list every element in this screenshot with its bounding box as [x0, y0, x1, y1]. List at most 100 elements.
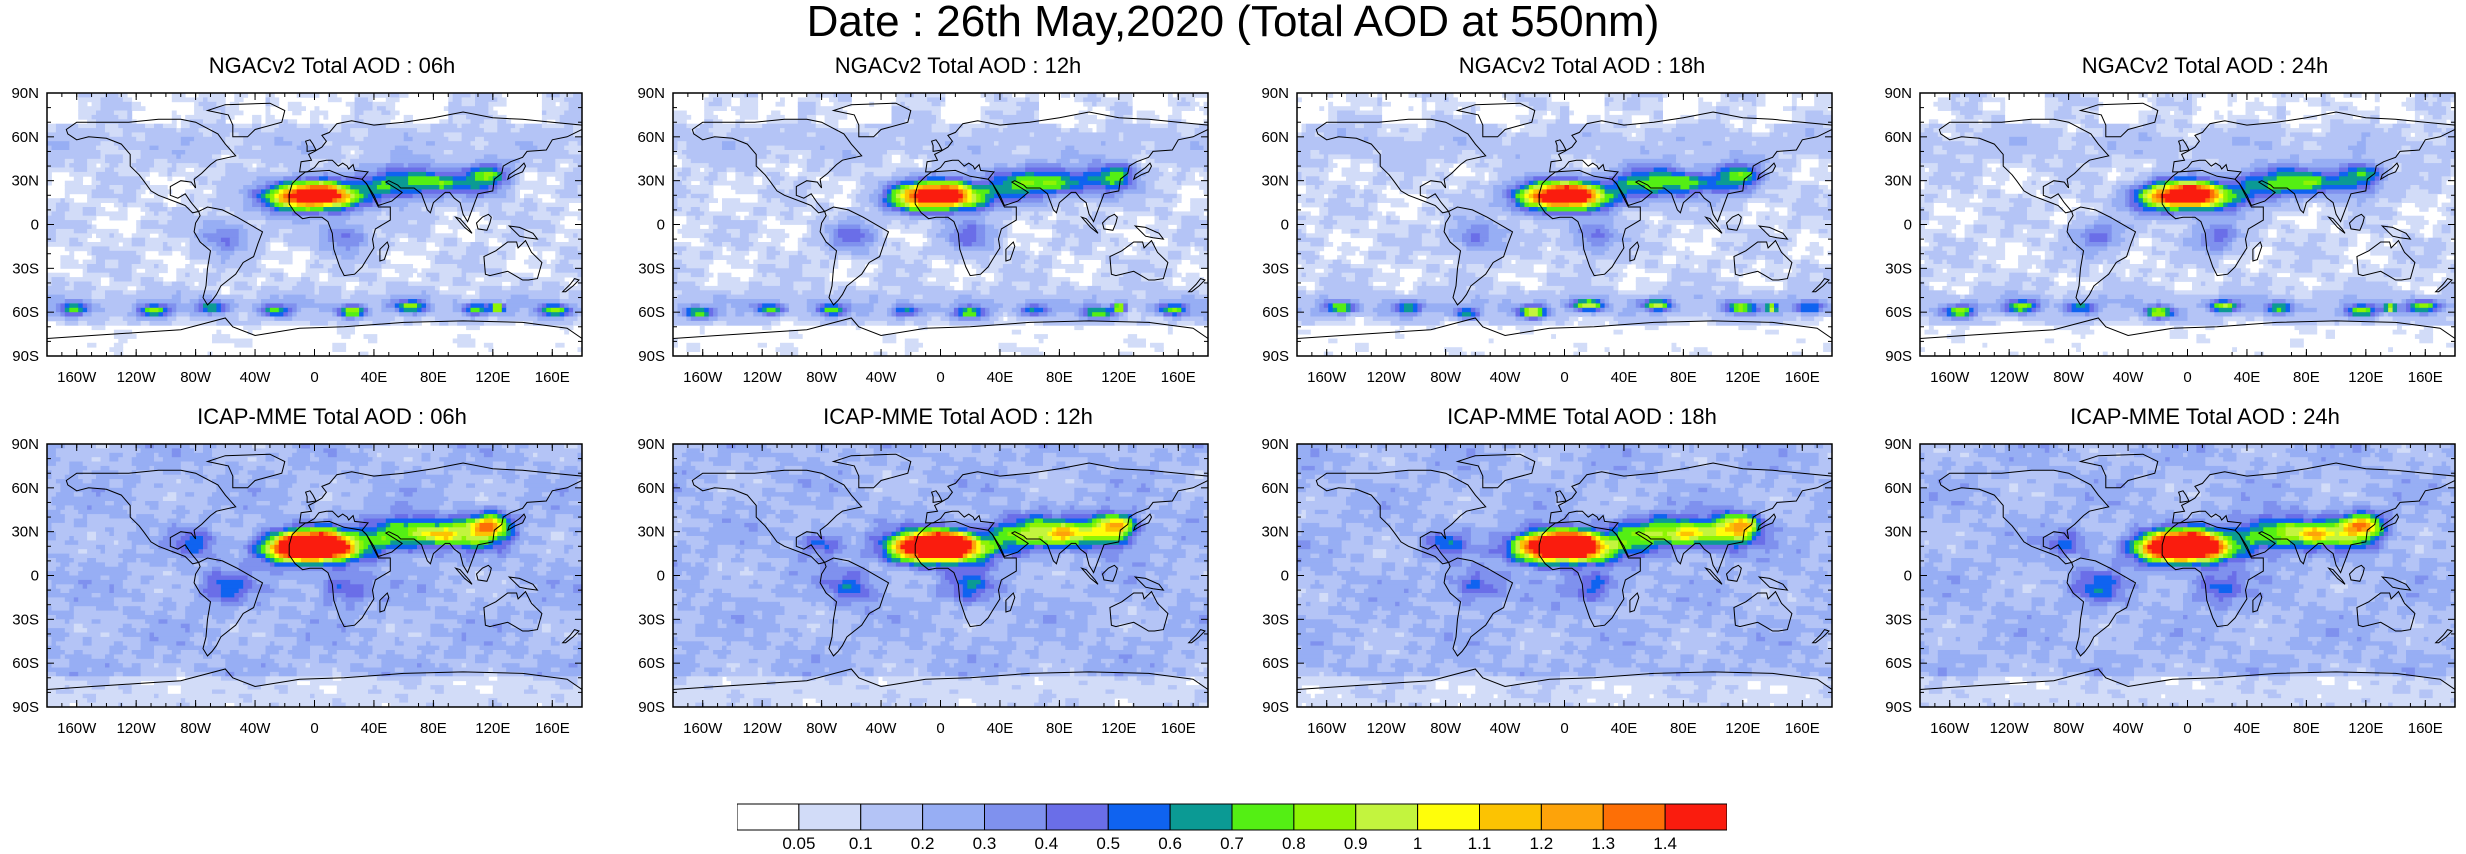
aod-colorbar: 0.05 0.1 0.2 0.3 0.4 0.5 0.6 0.7 0.8 0.9 1 1.1 1.2 1.… — [737, 803, 1727, 851]
lon-tick-label: 0 — [310, 720, 318, 737]
coastline-uk — [2177, 139, 2190, 152]
colorbar-swatch — [1293, 803, 1357, 831]
coastline-mad — [379, 241, 390, 262]
coastline-uk — [304, 490, 317, 503]
lat-tick-label: 90N — [11, 436, 39, 453]
coastline-sumatra — [1080, 567, 1099, 585]
world-map: 90N 60N 30N 0 30S 60S 90S 160W 120W 80W 40W 0 40E 80E… — [11, 85, 583, 386]
coastline-jp — [506, 162, 527, 181]
coastline-gr — [831, 102, 912, 138]
colorbar-swatch — [1045, 803, 1109, 831]
coastline-mad — [1629, 592, 1640, 613]
coastline-borneo — [1101, 213, 1118, 231]
colorbar-label: 0.1 — [849, 834, 873, 851]
coastline-uk — [2177, 490, 2190, 503]
lat-tick-label: 30S — [638, 260, 665, 277]
lon-tick-label: 40W — [2113, 720, 2145, 737]
coastline-mad — [1005, 241, 1016, 262]
colorbar-swatch — [1664, 803, 1727, 831]
coastline-jp — [2379, 162, 2400, 181]
colorbar-swatch — [860, 803, 924, 831]
lat-tick-label: 30N — [637, 173, 665, 190]
coastline-ng — [1757, 225, 1789, 240]
lat-tick-label: 30S — [1262, 611, 1289, 628]
coastline-aus — [483, 590, 543, 632]
colorbar-swatch — [984, 803, 1047, 831]
coastline-uk — [1554, 139, 1567, 152]
lon-tick-label: 160E — [1785, 720, 1820, 737]
lat-tick-label: 60S — [1262, 655, 1289, 672]
lon-tick-label: 80W — [806, 720, 838, 737]
lat-tick-label: 60N — [1261, 129, 1289, 146]
coastline-ng — [507, 576, 539, 591]
lat-tick-label: 30S — [638, 611, 665, 628]
lat-tick-label: 30N — [637, 524, 665, 541]
lat-tick-label: 0 — [657, 568, 665, 585]
coastline-gr — [1455, 453, 1536, 489]
lon-tick-label: 0 — [310, 369, 318, 386]
coastline-af — [1538, 520, 1641, 628]
lon-tick-label: 0 — [1560, 720, 1568, 737]
colorbar-label: 0.05 — [782, 834, 815, 851]
lon-tick-label: 40E — [1611, 720, 1638, 737]
coastline-na — [65, 469, 237, 565]
coastline-ng — [507, 225, 539, 240]
panel-title: NGACv2 Total AOD : 12h — [834, 53, 1082, 78]
coastline-eur — [925, 462, 1209, 574]
coastline-nz — [1811, 629, 1830, 644]
coastline-sumatra — [454, 216, 473, 234]
lon-tick-label: 160E — [1161, 720, 1196, 737]
lat-tick-label: 90N — [637, 85, 665, 102]
coastline-af — [2161, 520, 2264, 628]
coastline-mad — [379, 592, 390, 613]
lon-tick-label: 80W — [2053, 369, 2085, 386]
coastline-na — [691, 118, 863, 214]
lat-tick-label: 60N — [1884, 129, 1912, 146]
coastline-borneo — [2348, 213, 2365, 231]
lon-tick-label: 80W — [180, 369, 212, 386]
world-map: 90N 60N 30N 0 30S 60S 90S 160W 120W 80W 40W 0 40E 80E… — [1884, 436, 2456, 737]
coastline-sumatra — [2327, 567, 2346, 585]
coastline-nz — [561, 278, 580, 293]
lon-tick-label: 120E — [475, 369, 510, 386]
coastline-sa — [2066, 206, 2137, 306]
lon-tick-label: 80E — [1046, 369, 1073, 386]
lat-tick-label: 60S — [1885, 304, 1912, 321]
coastline-na — [1315, 469, 1487, 565]
map-panel: NGACv2 Total AOD : 12h 90N 60N 30N 0 30S 60S 90… — [637, 53, 1248, 386]
coastline-nz — [2434, 629, 2453, 644]
lon-tick-label: 40E — [987, 720, 1014, 737]
lat-tick-label: 60N — [11, 480, 39, 497]
lat-tick-label: 90N — [1261, 85, 1289, 102]
coastline-sumatra — [454, 567, 473, 585]
lon-tick-label: 120E — [1101, 369, 1136, 386]
map-panel: NGACv2 Total AOD : 18h 90N 60N 30N 0 30S 60S 90… — [1261, 53, 1872, 386]
coastline-gr — [831, 453, 912, 489]
lon-tick-label: 80E — [1670, 720, 1697, 737]
colorbar-label: 1.4 — [1653, 834, 1677, 851]
coastline-aus — [2356, 239, 2416, 281]
lat-tick-label: 30S — [12, 260, 39, 277]
coastline-ng — [1133, 576, 1165, 591]
coastline-sa — [193, 206, 264, 306]
lat-tick-label: 90S — [12, 699, 39, 716]
colorbar-swatch — [1355, 803, 1419, 831]
lon-tick-label: 40W — [240, 720, 272, 737]
lon-tick-label: 160W — [683, 720, 723, 737]
coastline-jp — [2379, 513, 2400, 532]
lat-tick-label: 30N — [1261, 173, 1289, 190]
map-panel: ICAP-MME Total AOD : 12h 90N 60N 30N 0 30S 60S… — [637, 404, 1248, 737]
colorbar-swatch — [1602, 803, 1666, 831]
coastline-borneo — [1725, 564, 1742, 582]
map-panel: ICAP-MME Total AOD : 24h 90N 60N 30N 0 30S 60S… — [1884, 404, 2466, 737]
colorbar-swatch — [737, 803, 800, 831]
lon-tick-label: 80W — [2053, 720, 2085, 737]
lon-tick-label: 80W — [180, 720, 212, 737]
colorbar-label: 1.1 — [1468, 834, 1492, 851]
lat-tick-label: 30N — [11, 173, 39, 190]
lon-tick-label: 160E — [2408, 369, 2443, 386]
panel-title: ICAP-MME Total AOD : 24h — [2070, 404, 2340, 429]
lat-tick-label: 90S — [12, 348, 39, 365]
lat-tick-label: 30N — [1261, 524, 1289, 541]
coastline-mad — [2252, 592, 2263, 613]
